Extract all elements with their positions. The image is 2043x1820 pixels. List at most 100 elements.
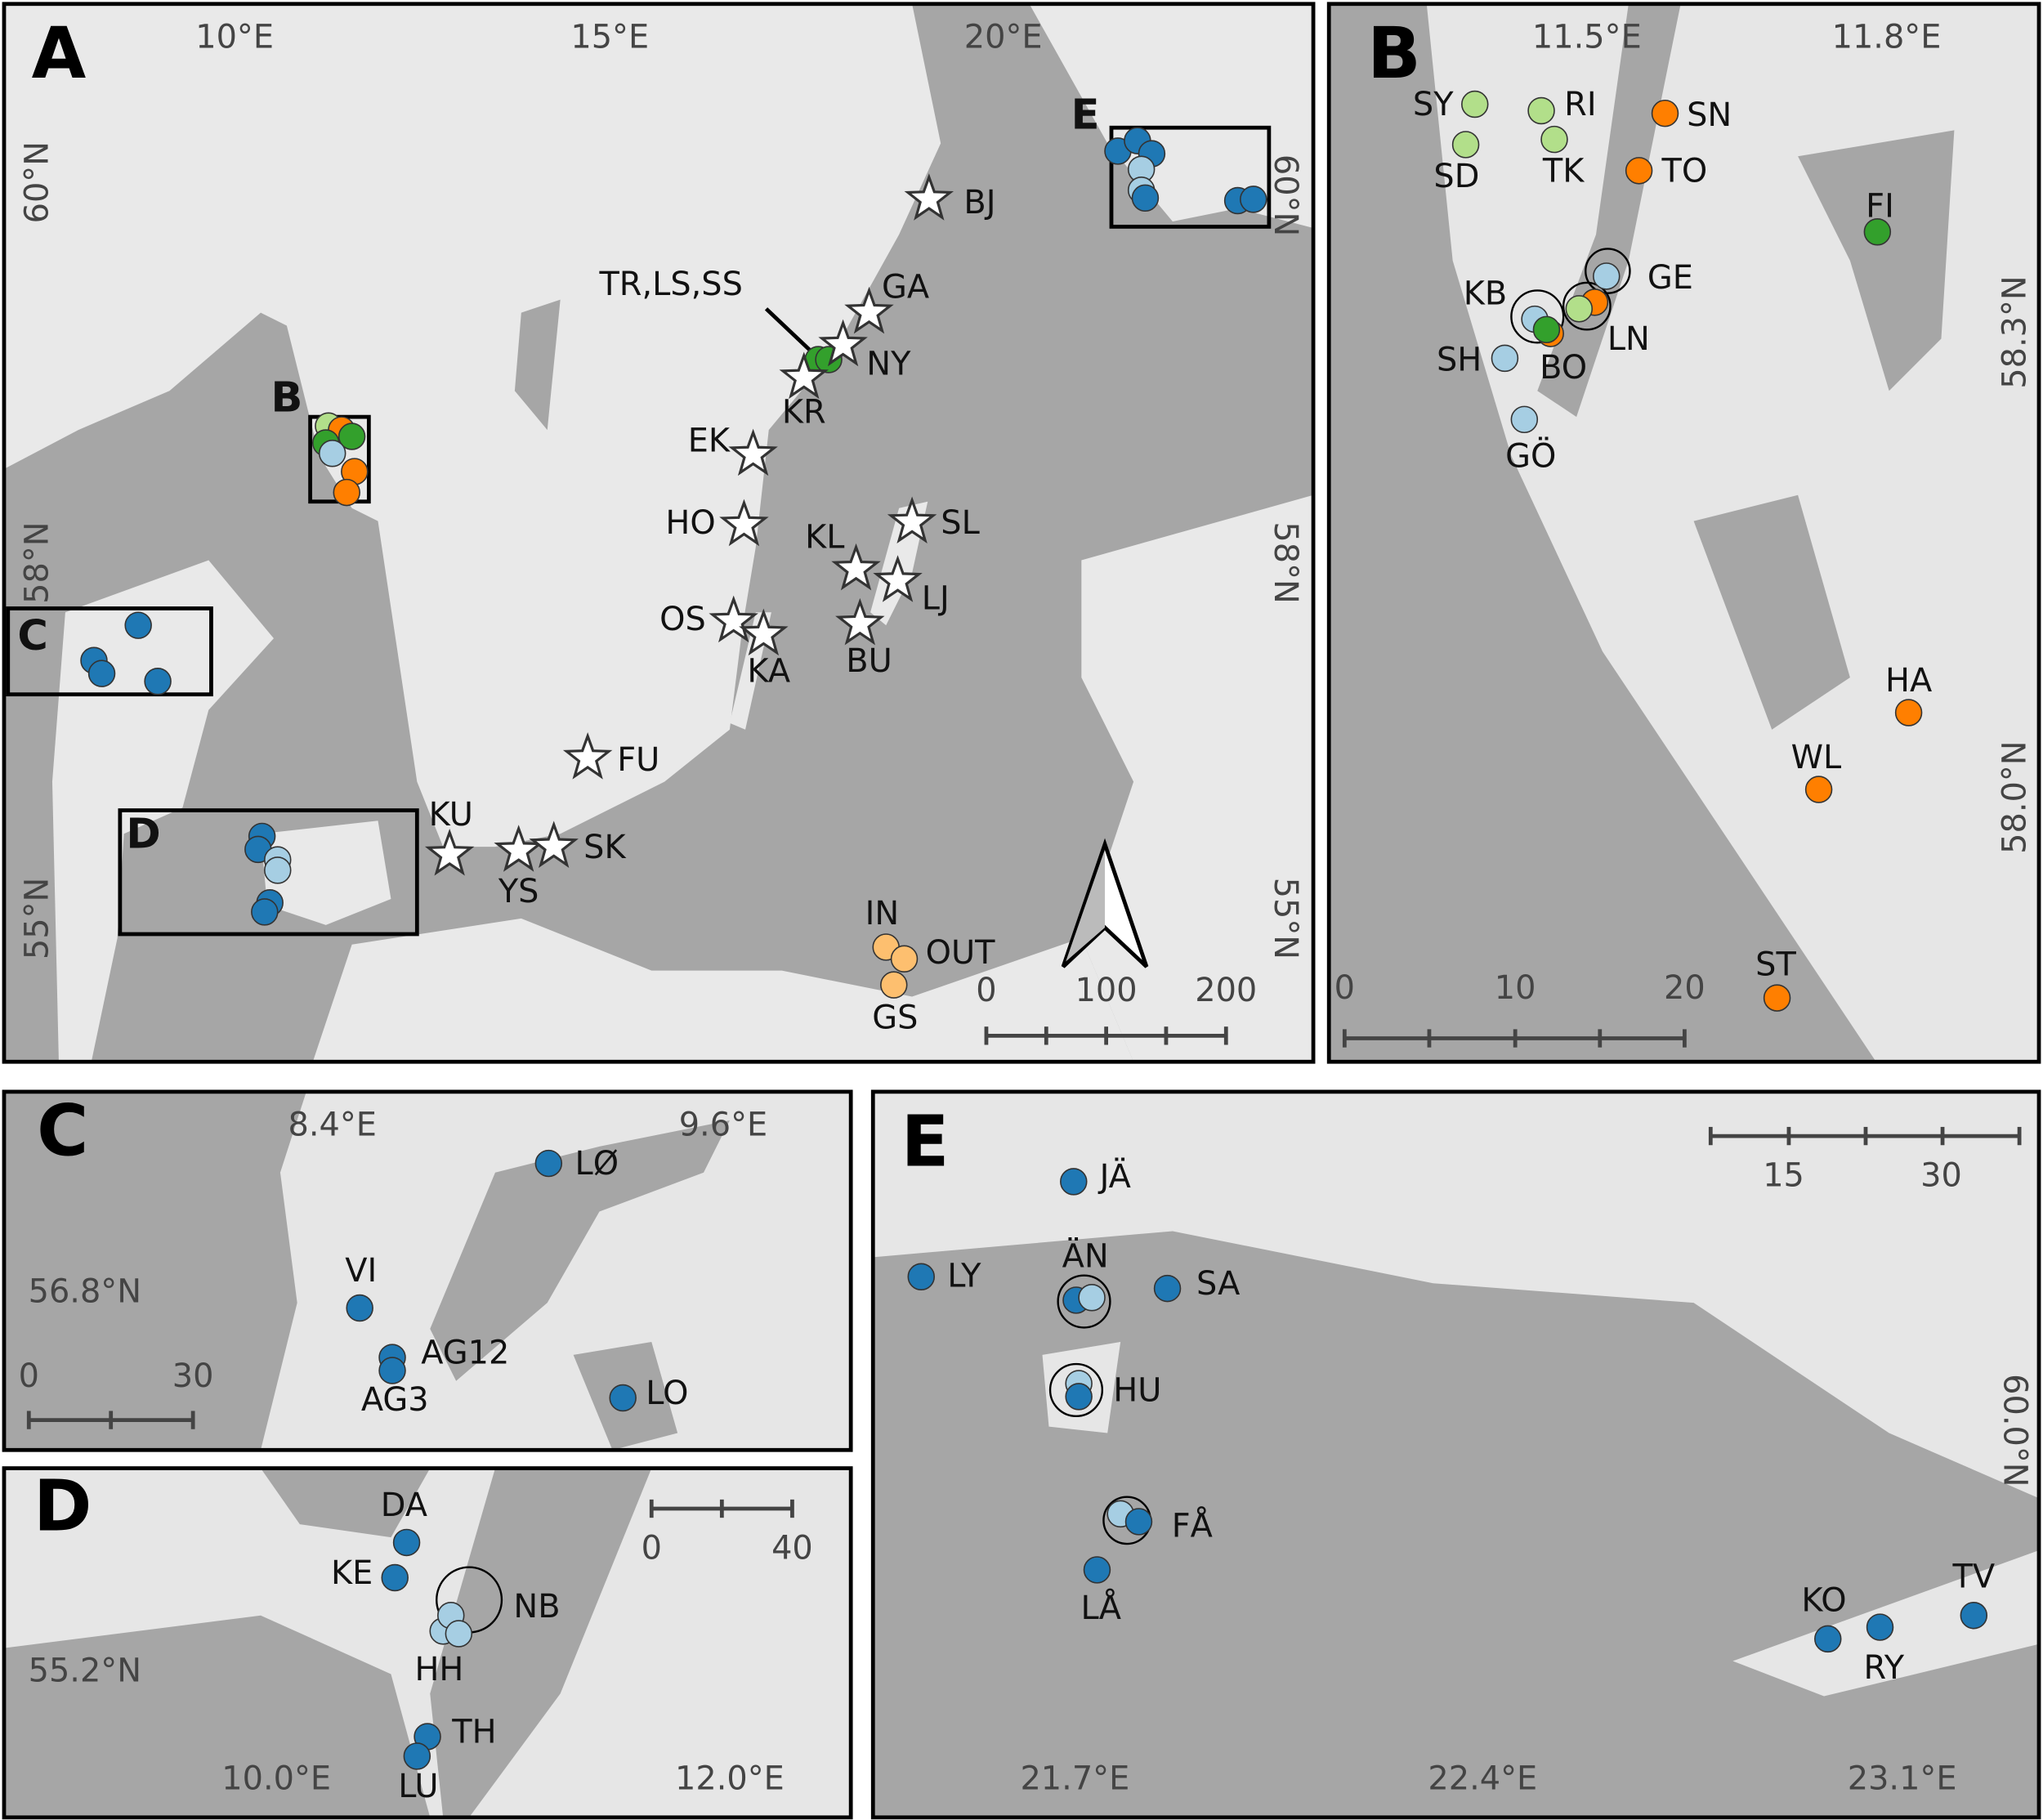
north-arrow	[1061, 838, 1149, 968]
site-label: LÅ	[1081, 1589, 1121, 1627]
panel-letter: B	[1367, 13, 1421, 95]
site-label: WL	[1791, 739, 1842, 776]
scale-label: 0	[976, 972, 996, 1009]
site-label: KO	[1801, 1581, 1846, 1619]
site-label: AG3	[361, 1381, 429, 1419]
site-marker	[1527, 96, 1555, 125]
panel-b-map	[1329, 3, 2040, 1062]
panel-letter: D	[34, 1466, 92, 1548]
star-marker	[728, 428, 778, 476]
site-marker	[1814, 1625, 1842, 1653]
site-marker	[609, 1384, 637, 1412]
site-label: FÅ	[1172, 1506, 1213, 1545]
site-marker	[445, 1620, 473, 1648]
site-marker	[346, 1294, 373, 1322]
longitude-label: 23.1°E	[1848, 1760, 1957, 1798]
site-marker	[1153, 1274, 1182, 1303]
site-label: RY	[1864, 1649, 1905, 1687]
longitude-label: 10.0°E	[221, 1760, 331, 1798]
longitude-label: 21.7°E	[1020, 1760, 1129, 1798]
site-marker	[378, 1357, 406, 1384]
site-marker	[1763, 984, 1791, 1012]
panel-letter: A	[32, 13, 87, 95]
star-marker	[844, 286, 894, 334]
site-marker	[318, 440, 346, 467]
site-marker	[1491, 344, 1519, 373]
latitude-label: 58.3°N	[1996, 275, 2033, 388]
longitude-label: 11.8°E	[1832, 18, 1942, 56]
site-label: JÄ	[1097, 1158, 1131, 1196]
scale-label: 30	[1920, 1157, 1962, 1195]
latitude-label: 60.0°N	[1996, 1374, 2034, 1487]
star-label: HO	[665, 504, 715, 542]
site-label: TH	[451, 1713, 496, 1751]
scale-label: 200	[1195, 972, 1257, 1009]
site-marker	[534, 1149, 563, 1178]
site-label: AG12	[421, 1334, 509, 1371]
panel-letter: C	[37, 1091, 88, 1173]
site-marker	[1451, 131, 1480, 159]
star-label: LJ	[922, 579, 950, 617]
star-marker	[562, 732, 613, 780]
site-label: OUT	[926, 934, 996, 972]
scale-label: 0	[642, 1530, 662, 1567]
site-label: HH	[414, 1651, 463, 1688]
site-label: HA	[1885, 662, 1932, 700]
inset-label: D	[126, 810, 160, 858]
star-label: KL	[805, 518, 844, 556]
leader-line	[764, 307, 816, 356]
longitude-label: 12.0°E	[675, 1760, 785, 1798]
site-marker	[1804, 776, 1833, 803]
star-marker	[709, 595, 758, 643]
site-marker	[392, 1528, 421, 1557]
site-marker	[333, 478, 360, 507]
star-marker	[529, 821, 579, 868]
star-marker	[719, 499, 769, 547]
scale-label: 100	[1075, 972, 1138, 1009]
longitude-label: 20°E	[964, 18, 1043, 56]
site-marker	[403, 1742, 431, 1770]
site-marker	[1510, 405, 1539, 434]
scale-label: 10	[1495, 969, 1536, 1007]
latitude-label: 58°N	[19, 521, 56, 603]
site-marker	[1124, 1508, 1153, 1536]
latitude-label: 55°N	[19, 878, 56, 959]
star-label: NY	[866, 345, 911, 382]
latitude-label: 58.0°N	[1996, 740, 2033, 853]
star-label: TR,LS,SS	[598, 266, 742, 303]
site-ring	[1048, 1362, 1104, 1418]
site-label: HU	[1113, 1372, 1161, 1410]
site-label: GÖ	[1505, 438, 1556, 476]
site-label: LN	[1607, 320, 1650, 358]
site-label: LY	[947, 1257, 981, 1295]
site-label: TK	[1542, 153, 1585, 190]
panel-c-map	[3, 1091, 852, 1451]
site-marker	[1060, 1168, 1088, 1196]
panel-e-map	[873, 1091, 2040, 1818]
site-label: DA	[381, 1487, 427, 1524]
site-marker	[1540, 125, 1568, 154]
site-marker	[1866, 1613, 1894, 1641]
site-label: LU	[398, 1768, 438, 1805]
star-label: KA	[747, 653, 790, 691]
star-label: KU	[429, 796, 473, 834]
star-label: BJ	[963, 184, 995, 221]
site-label: FI	[1866, 188, 1894, 226]
site-label: SA	[1196, 1265, 1240, 1303]
scale-label: 20	[1664, 969, 1705, 1007]
latitude-label: 55.2°N	[29, 1652, 141, 1689]
site-marker	[264, 856, 292, 884]
site-label: ST	[1755, 946, 1796, 983]
latitude-label: 58°N	[1267, 521, 1304, 603]
site-label: NB	[513, 1588, 560, 1625]
site-marker	[1065, 1383, 1093, 1411]
site-marker	[1651, 99, 1679, 127]
site-ring	[1510, 289, 1565, 344]
star-marker	[818, 319, 868, 367]
scale-label: 0	[1334, 969, 1355, 1007]
inset-label: B	[270, 373, 302, 422]
star-marker	[835, 597, 885, 646]
site-label: LO	[646, 1375, 688, 1412]
